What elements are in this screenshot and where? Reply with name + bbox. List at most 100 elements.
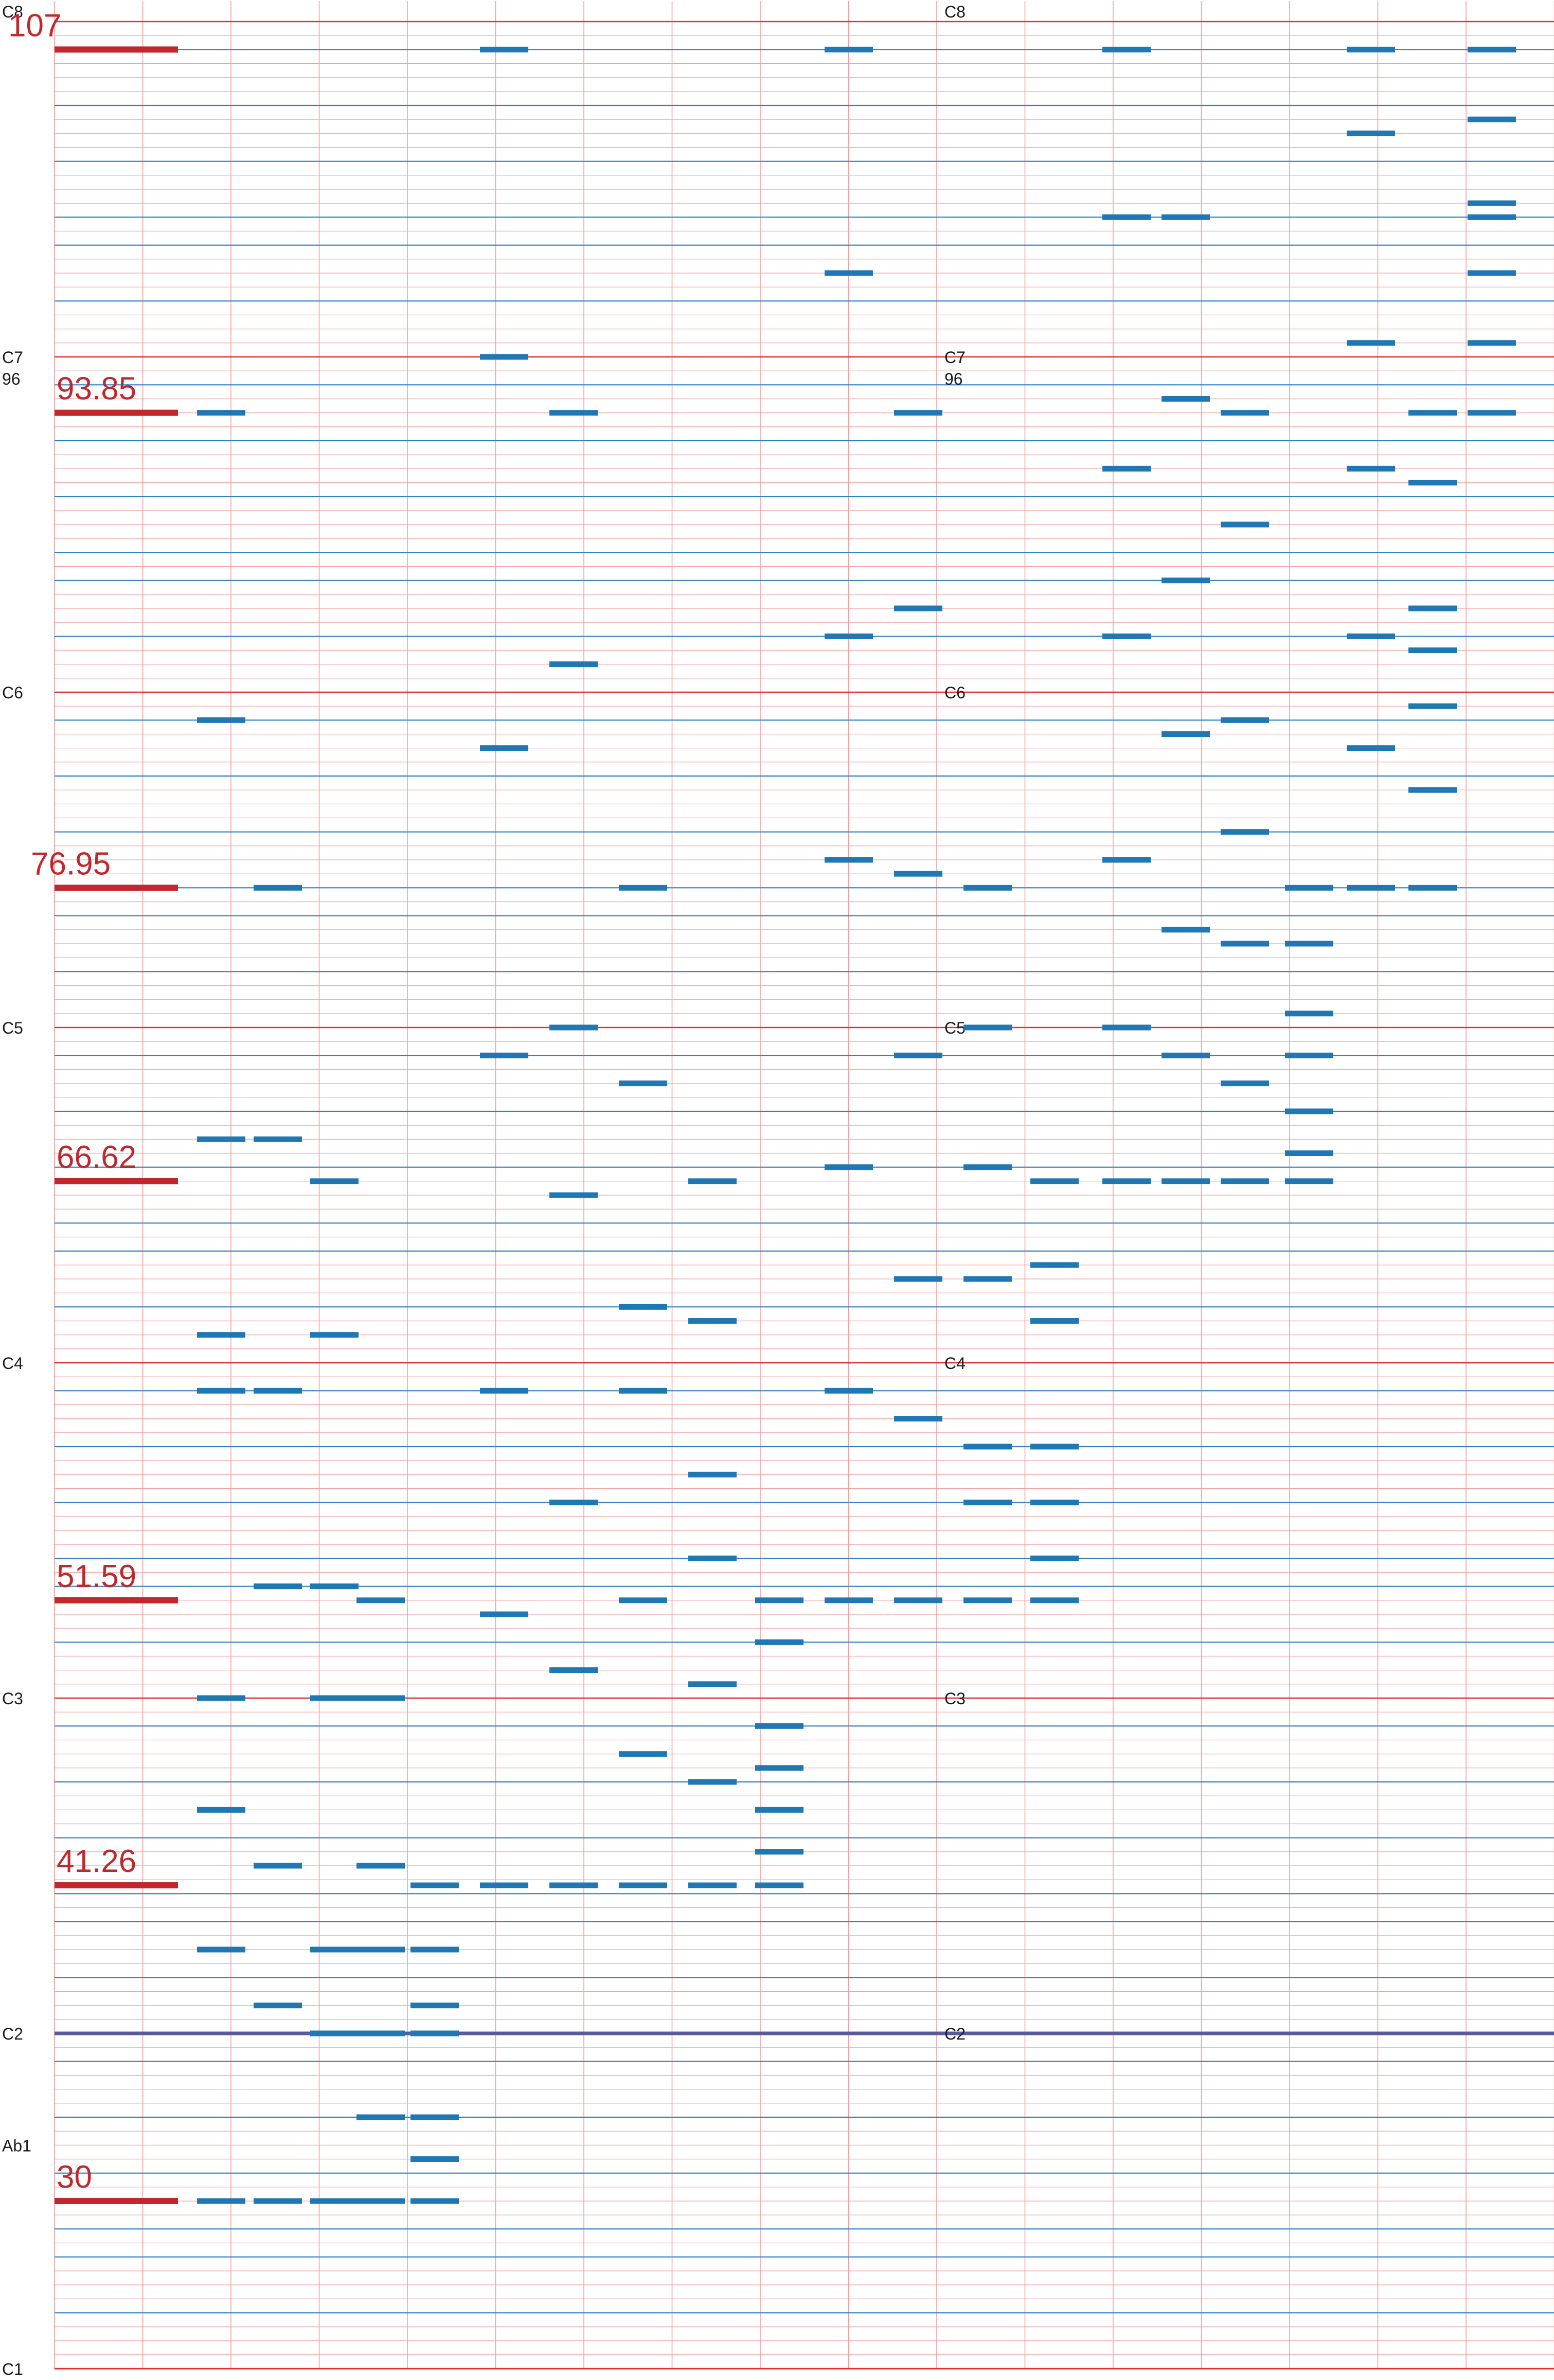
extra-label: Ab1 [2, 2136, 31, 2155]
note-mark [310, 1695, 359, 1701]
note-mark [549, 1500, 598, 1506]
note-mark [410, 2003, 459, 2009]
octave-label-right: C2 [944, 2025, 966, 2043]
note-mark [356, 1863, 405, 1869]
note-mark [310, 2030, 359, 2036]
note-mark [197, 1695, 245, 1701]
note-mark [549, 1024, 598, 1031]
note-mark [1347, 745, 1395, 751]
octave-label-right: C7 [944, 348, 966, 367]
note-mark [1221, 941, 1269, 947]
note-mark [197, 410, 245, 416]
note-mark [894, 1416, 942, 1422]
marker-bar [55, 1178, 178, 1184]
octave-label-left: C7 [2, 348, 23, 367]
note-mark [1221, 410, 1269, 416]
note-mark [755, 1882, 803, 1888]
note-mark [1468, 116, 1516, 122]
note-mark [894, 1597, 942, 1603]
extra-label: 96 [2, 370, 21, 388]
octave-label-right: C6 [944, 683, 966, 702]
note-mark [894, 1276, 942, 1282]
note-mark [1285, 1108, 1333, 1114]
note-mark [310, 2198, 359, 2204]
note-mark [1221, 1178, 1269, 1184]
marker-bar [55, 2198, 178, 2204]
note-mark [755, 1765, 803, 1771]
octave-label-left: C8 [2, 3, 23, 21]
note-mark [619, 1882, 667, 1888]
note-mark [1408, 647, 1457, 653]
note-mark [1030, 1262, 1079, 1268]
note-mark [825, 1164, 873, 1170]
note-mark [1408, 787, 1457, 793]
note-mark [1102, 1024, 1151, 1031]
note-mark [1468, 270, 1516, 276]
note-mark [197, 1807, 245, 1813]
natural-note-lines [55, 49, 1554, 2314]
note-mark [1285, 885, 1333, 891]
note-mark [254, 1863, 302, 1869]
note-mark [894, 1052, 942, 1058]
note-mark [1102, 633, 1151, 639]
note-mark [963, 885, 1012, 891]
note-mark [963, 1444, 1012, 1450]
note-mark [1030, 1555, 1079, 1561]
note-mark [356, 1695, 405, 1701]
note-mark [1221, 717, 1269, 723]
note-mark [1162, 1052, 1210, 1058]
note-mark [480, 46, 528, 52]
note-mark [1285, 1011, 1333, 1017]
note-mark [1408, 480, 1457, 485]
note-mark [549, 1882, 598, 1888]
note-mark [1468, 46, 1516, 52]
note-mark [1030, 1500, 1079, 1506]
note-mark [480, 745, 528, 751]
octave-label-left: C3 [2, 1689, 23, 1708]
note-mark [356, 1597, 405, 1603]
note-mark [1468, 340, 1516, 346]
note-mark [549, 1667, 598, 1673]
note-mark [619, 1080, 667, 1087]
note-mark [1347, 340, 1395, 346]
marker-label: 41.26 [57, 1844, 136, 1879]
note-mark [1347, 633, 1395, 639]
note-mark [1221, 829, 1269, 835]
note-mark [1468, 214, 1516, 220]
note-mark [755, 1849, 803, 1855]
note-mark [619, 1304, 667, 1310]
note-mark [1162, 1178, 1210, 1184]
note-mark [1162, 731, 1210, 737]
note-mark [410, 2114, 459, 2120]
marker-label: 76.95 [31, 846, 111, 881]
note-mark [549, 661, 598, 668]
note-mark [619, 885, 667, 891]
note-mark [254, 885, 302, 891]
note-mark [688, 1471, 737, 1477]
column-grid [54, 1, 1554, 2369]
note-mark [963, 1276, 1012, 1282]
note-mark [310, 1332, 359, 1338]
note-mark [254, 1136, 302, 1142]
note-mark [197, 717, 245, 723]
note-mark [1030, 1318, 1079, 1324]
note-mark [825, 270, 873, 276]
note-mark [254, 1583, 302, 1590]
note-mark [1285, 941, 1333, 947]
note-mark [310, 1178, 359, 1184]
note-mark [755, 1723, 803, 1729]
note-mark [1285, 1178, 1333, 1184]
note-mark [1162, 214, 1210, 220]
note-mark [894, 410, 942, 416]
note-mark [1102, 465, 1151, 472]
note-mark [356, 1946, 405, 1953]
note-mark [688, 1779, 737, 1785]
note-mark [755, 1807, 803, 1813]
note-mark [688, 1882, 737, 1888]
note-mark [1347, 130, 1395, 136]
marker-label: 66.62 [57, 1140, 136, 1175]
note-mark [1102, 857, 1151, 863]
marker-label: 30 [57, 2159, 92, 2195]
